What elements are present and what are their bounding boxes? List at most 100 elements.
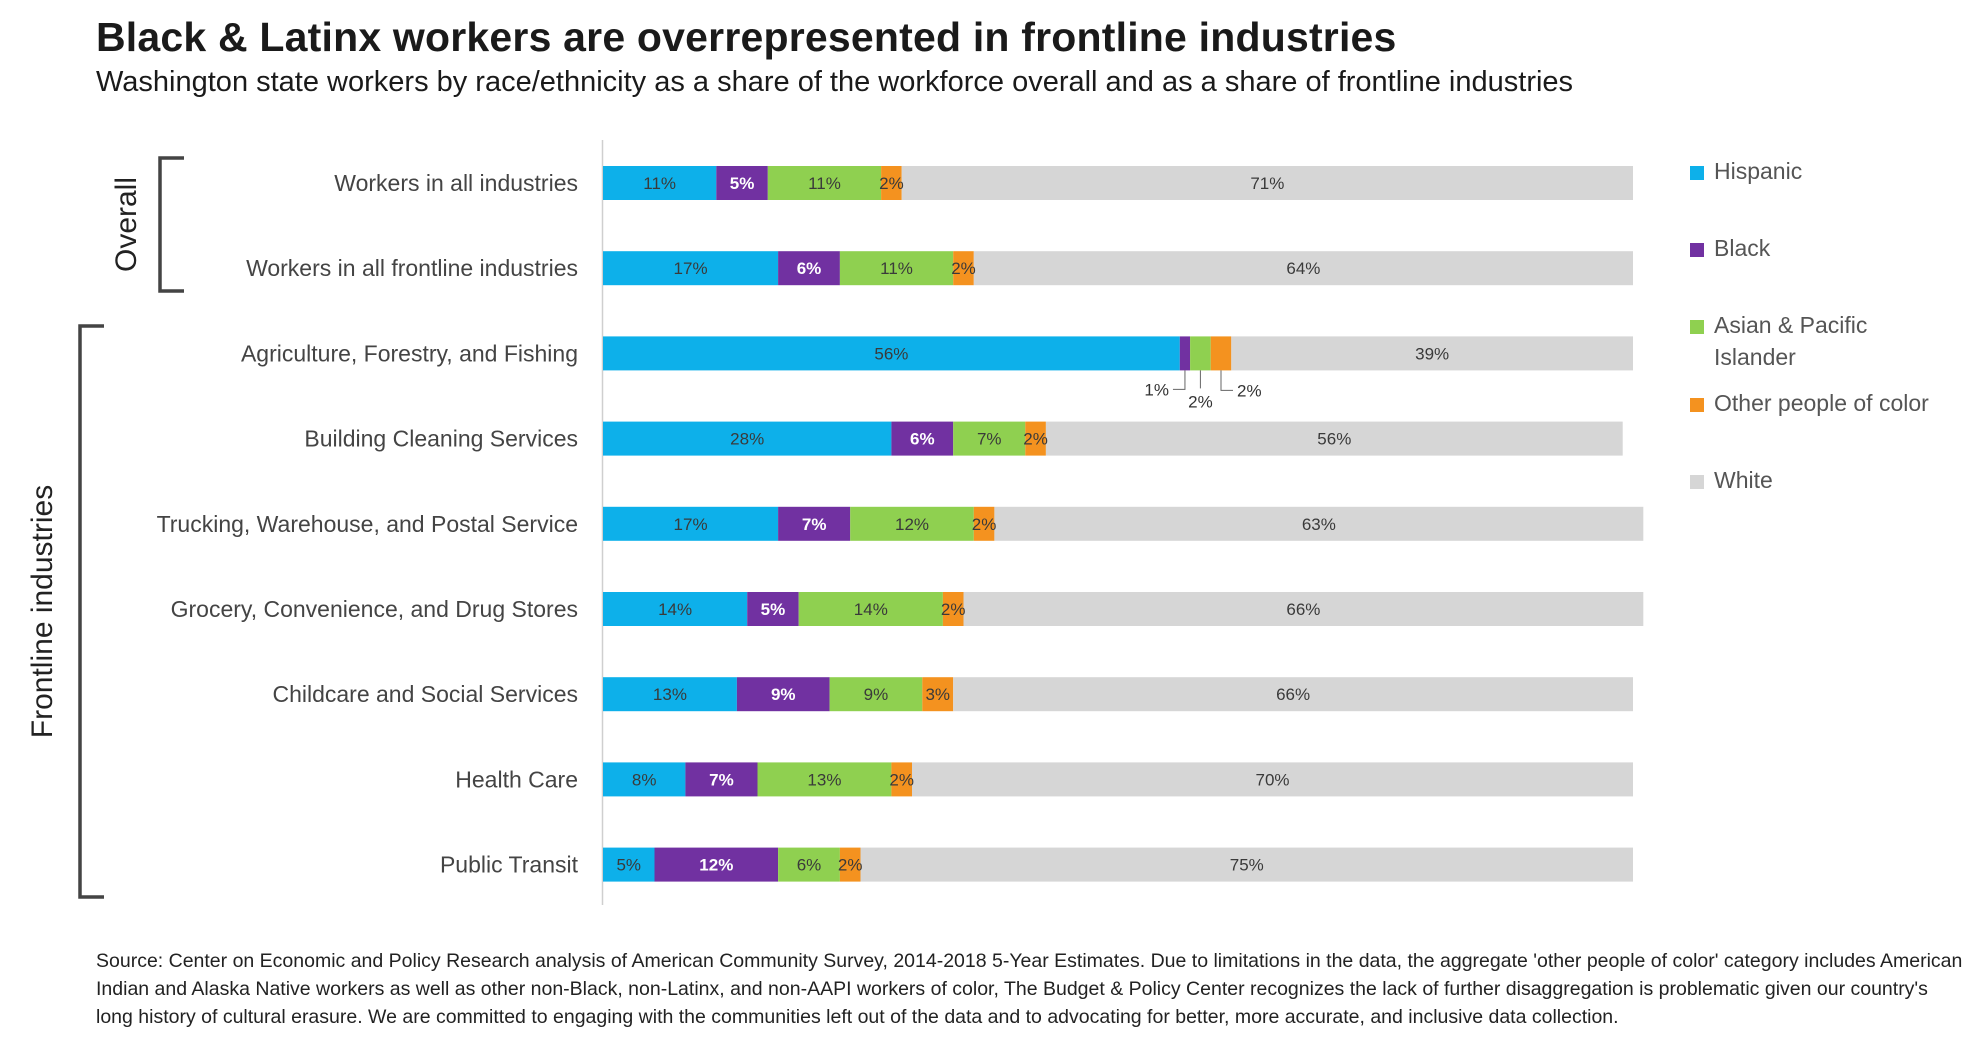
category-label: Building Cleaning Services <box>304 426 578 452</box>
bar-segment-hispanic <box>603 166 717 200</box>
bar-segment-other-people-of-color <box>973 506 995 541</box>
bar-segment-asian-pacific-islander <box>798 592 943 626</box>
data-label: 14% <box>658 600 692 619</box>
legend-swatch <box>1690 398 1704 412</box>
data-label: 2% <box>1237 381 1262 400</box>
bar-segment-asian-pacific-islander <box>778 847 840 882</box>
data-label: 17% <box>674 259 708 278</box>
category-label: Grocery, Convenience, and Drug Stores <box>171 596 578 622</box>
bar-segment-other-people-of-color <box>922 677 954 712</box>
data-label: 17% <box>674 515 708 534</box>
data-label: 5% <box>730 174 755 193</box>
group-label: Frontline industries <box>26 485 59 738</box>
data-label: 66% <box>1276 685 1310 704</box>
data-label: 39% <box>1415 344 1449 363</box>
bar-segment-white <box>1231 336 1633 371</box>
bar-segment-white <box>1045 421 1623 456</box>
data-label: 13% <box>653 685 687 704</box>
bar-segment-hispanic <box>603 847 655 882</box>
bar-segment-black <box>778 251 840 286</box>
category-label: Trucking, Warehouse, and Postal Service <box>157 511 578 537</box>
data-label: 11% <box>643 174 676 193</box>
bar-segment-hispanic <box>603 677 737 712</box>
data-label: 11% <box>880 259 913 278</box>
data-label: 2% <box>879 174 904 193</box>
category-label: Childcare and Social Services <box>272 681 578 707</box>
legend-label: White <box>1714 467 1773 493</box>
bar-segment-hispanic <box>603 762 686 797</box>
data-label: 3% <box>925 685 950 704</box>
bar-segment-black <box>747 592 799 626</box>
data-label: 11% <box>808 174 841 193</box>
legend-label: Other people of color <box>1714 390 1929 416</box>
data-label: 7% <box>977 430 1002 449</box>
bar-segment-white <box>901 166 1633 200</box>
data-label: 2% <box>1188 392 1213 411</box>
bar-segment-black <box>716 166 768 200</box>
legend-swatch <box>1690 320 1704 334</box>
bar-segment-black <box>778 506 851 541</box>
data-label: 2% <box>972 515 997 534</box>
data-label: 66% <box>1286 600 1320 619</box>
data-label: 7% <box>802 515 827 534</box>
category-label: Agriculture, Forestry, and Fishing <box>241 340 578 366</box>
category-label: Workers in all frontline industries <box>246 255 578 281</box>
data-label: 75% <box>1230 856 1264 875</box>
bar-segment-other-people-of-color <box>881 166 902 200</box>
bar-segment-hispanic <box>603 592 748 626</box>
data-label: 1% <box>1144 380 1169 399</box>
data-label: 9% <box>771 685 796 704</box>
data-label: 13% <box>807 770 841 789</box>
data-label: 6% <box>797 259 822 278</box>
bar-segment-asian-pacific-islander <box>767 166 882 200</box>
bar-segment-white <box>860 847 1633 882</box>
callout-leader <box>1220 370 1233 391</box>
bar-segment-black <box>736 677 830 712</box>
data-label: 56% <box>874 344 908 363</box>
data-label: 2% <box>951 259 976 278</box>
category-label: Public Transit <box>440 852 579 878</box>
category-label: Workers in all industries <box>334 170 578 196</box>
data-label: 9% <box>864 685 889 704</box>
data-label: 2% <box>941 600 966 619</box>
bar-segment-hispanic <box>603 251 779 286</box>
data-label: 70% <box>1255 770 1289 789</box>
bar-segment-hispanic <box>603 336 1180 371</box>
legend-label: Asian & Pacific Islander <box>1714 312 1867 370</box>
data-label: 56% <box>1317 430 1351 449</box>
bar-segment-asian-pacific-islander <box>839 251 954 286</box>
bar-segment-black <box>891 421 954 456</box>
bar-segment-black <box>1179 336 1191 371</box>
callout-leader <box>1172 370 1186 390</box>
source-note: Source: Center on Economic and Policy Re… <box>96 950 1963 1028</box>
bar-segment-white <box>953 677 1633 712</box>
legend-swatch <box>1690 475 1704 489</box>
data-label: 63% <box>1302 515 1336 534</box>
data-label: 14% <box>854 600 888 619</box>
data-label: 6% <box>797 856 822 875</box>
data-label: 5% <box>616 856 641 875</box>
bar-segment-white <box>963 592 1644 626</box>
bar-segment-other-people-of-color <box>1210 336 1232 371</box>
data-label: 28% <box>730 430 764 449</box>
bar-segment-white <box>912 762 1633 797</box>
data-label: 5% <box>761 600 786 619</box>
group-bracket <box>158 156 184 293</box>
group-label: Overall <box>110 177 143 272</box>
data-label: 6% <box>910 430 935 449</box>
bar-segment-hispanic <box>603 506 779 541</box>
bar-segment-white <box>973 251 1633 286</box>
bar-segment-other-people-of-color <box>839 847 861 882</box>
bar-segment-other-people-of-color <box>891 762 912 797</box>
bar-segment-asian-pacific-islander <box>953 421 1026 456</box>
legend-swatch <box>1690 166 1704 180</box>
bar-segment-black <box>685 762 758 797</box>
bar-segment-other-people-of-color <box>942 592 964 626</box>
bar-segment-asian-pacific-islander <box>850 506 974 541</box>
data-label: 7% <box>709 770 734 789</box>
group-bracket <box>78 324 104 899</box>
data-label: 2% <box>838 856 863 875</box>
data-label: 64% <box>1286 259 1320 278</box>
bar-segment-other-people-of-color <box>953 251 974 286</box>
